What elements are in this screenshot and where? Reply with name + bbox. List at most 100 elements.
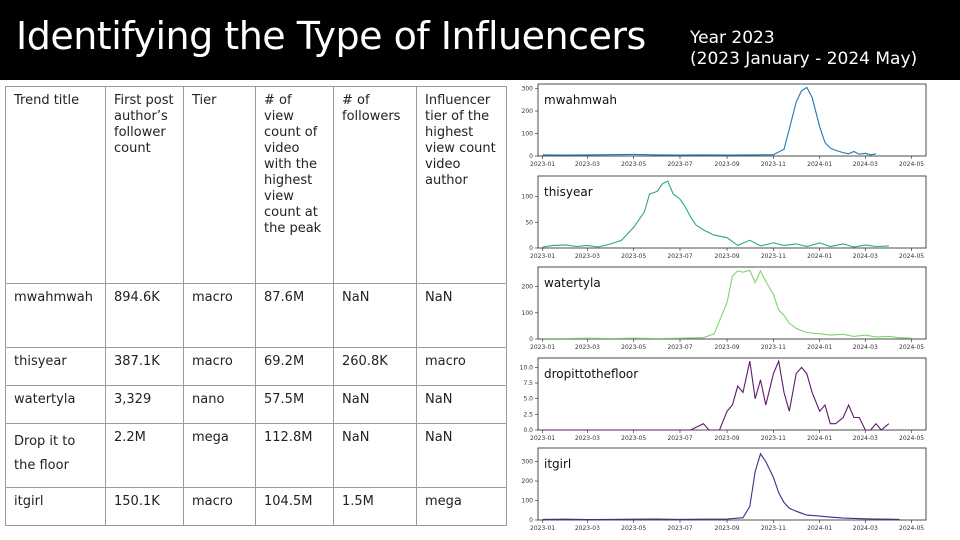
table-cell: NaN — [333, 283, 417, 348]
header-cell: # of followers — [333, 86, 417, 284]
header-cell: # of view count of video with the highes… — [255, 86, 334, 284]
x-tick-label: 2023-07 — [667, 344, 692, 351]
x-tick-label: 2023-03 — [575, 525, 600, 532]
header-cell: Tier — [183, 86, 256, 284]
x-tick-label: 2023-11 — [761, 344, 786, 351]
x-tick-label: 2023-09 — [715, 435, 740, 442]
plot-frame — [537, 447, 927, 521]
y-tick-label: 200 — [522, 284, 534, 291]
table-cell: 387.1K — [105, 347, 184, 386]
series-label: thisyear — [544, 185, 593, 199]
trend-table: Trend title First post author’s follower… — [5, 86, 507, 526]
y-tick-label: 100 — [522, 498, 534, 505]
y-tick-label: 100 — [522, 131, 534, 138]
table-cell: watertyla — [5, 385, 106, 424]
header-cell: First post author’s follower count — [105, 86, 184, 284]
x-tick-label: 2023-07 — [667, 161, 692, 168]
x-tick-label: 2024-05 — [899, 344, 924, 351]
table-cell: 894.6K — [105, 283, 184, 348]
table-cell: 260.8K — [333, 347, 417, 386]
table-row: watertyla 3,329 nano 57.5M NaN NaN — [5, 385, 507, 424]
table-cell: 150.1K — [105, 487, 184, 526]
table-cell: 112.8M — [255, 423, 334, 488]
chart-dropittothefloor: 0.0 2.5 5.0 7.5 10.0 2023-01 2023-03 2023-05 202… — [508, 354, 928, 444]
date-range-label: (2023 January - 2024 May) — [690, 49, 918, 69]
y-tick-label: 0 — [529, 153, 533, 160]
series-line — [542, 180, 889, 248]
header-banner: Identifying the Type of Influencers Year… — [0, 0, 960, 80]
table-cell: macro — [183, 283, 256, 348]
table-header-row: Trend title First post author’s follower… — [5, 86, 507, 284]
table-row: Drop it to the floor 2.2M mega 112.8M Na… — [5, 423, 507, 488]
x-tick-label: 2024-05 — [899, 253, 924, 260]
table-cell: NaN — [333, 385, 417, 424]
chart-watertyla: 0 100 200 2023-01 2023-03 2023-05 2023-07 2023-… — [508, 263, 928, 353]
chart-itgirl: 0 100 200 300 2023-01 2023-03 2023-05 2023-07 20… — [508, 444, 928, 534]
table-cell: thisyear — [5, 347, 106, 386]
x-tick-label: 2023-05 — [621, 344, 646, 351]
x-tick-label: 2023-05 — [621, 253, 646, 260]
series-line — [542, 452, 900, 521]
x-tick-label: 2024-05 — [899, 435, 924, 442]
table-row: mwahmwah 894.6K macro 87.6M NaN NaN — [5, 283, 507, 348]
y-tick-label: 100 — [522, 310, 534, 317]
plot-frame — [537, 266, 927, 340]
y-tick-label: 5.0 — [523, 396, 533, 403]
y-tick-label: 300 — [522, 86, 534, 93]
table-cell: itgirl — [5, 487, 106, 526]
table-cell: Drop it to the floor — [5, 423, 106, 488]
x-tick-label: 2023-11 — [761, 525, 786, 532]
x-tick-label: 2023-03 — [575, 344, 600, 351]
table-cell: macro — [183, 487, 256, 526]
x-tick-label: 2024-03 — [853, 344, 878, 351]
x-tick-label: 2023-01 — [530, 253, 555, 260]
chart-svg: 0 100 200 2023-01 2023-03 2023-05 2023-07 2023-… — [522, 266, 927, 351]
x-tick-label: 2023-01 — [530, 161, 555, 168]
x-tick-label: 2023-09 — [715, 253, 740, 260]
table-cell: 87.6M — [255, 283, 334, 348]
x-tick-label: 2023-07 — [667, 435, 692, 442]
x-tick-label: 2024-01 — [807, 161, 832, 168]
x-tick-label: 2023-03 — [575, 253, 600, 260]
header-cell: Trend title — [5, 86, 106, 284]
y-tick-label: 2.5 — [523, 411, 533, 418]
chart-svg: 0 100 200 300 2023-01 2023-03 2023-05 2023-07 20… — [522, 83, 927, 168]
y-tick-label: 10.0 — [520, 364, 534, 371]
table-cell: mwahmwah — [5, 283, 106, 348]
table-cell: 2.2M — [105, 423, 184, 488]
x-tick-label: 2024-03 — [853, 435, 878, 442]
x-tick-label: 2023-07 — [667, 253, 692, 260]
table-cell: NaN — [333, 423, 417, 488]
table-cell: macro — [183, 347, 256, 386]
x-tick-label: 2023-05 — [621, 525, 646, 532]
x-tick-label: 2023-05 — [621, 161, 646, 168]
y-tick-label: 100 — [522, 194, 534, 201]
y-tick-label: 50 — [525, 219, 533, 226]
table-cell: 57.5M — [255, 385, 334, 424]
x-tick-label: 2024-05 — [899, 161, 924, 168]
x-tick-label: 2024-05 — [899, 525, 924, 532]
series-line — [542, 86, 877, 156]
table-cell: NaN — [416, 423, 507, 488]
series-label: mwahmwah — [544, 93, 617, 107]
x-tick-label: 2023-07 — [667, 525, 692, 532]
plot-frame — [537, 357, 927, 431]
chart-svg: 0.0 2.5 5.0 7.5 10.0 2023-01 2023-03 2023-05 202… — [520, 357, 927, 442]
plot-frame — [537, 175, 927, 249]
plot-frame — [537, 83, 927, 157]
trend-charts: 0 100 200 300 2023-01 2023-03 2023-05 2023-07 20… — [508, 80, 928, 535]
series-label: watertyla — [544, 276, 601, 290]
x-tick-label: 2023-09 — [715, 525, 740, 532]
y-tick-label: 200 — [522, 478, 534, 485]
table-cell: 3,329 — [105, 385, 184, 424]
x-tick-label: 2023-01 — [530, 344, 555, 351]
series-label: itgirl — [544, 457, 571, 471]
y-tick-label: 7.5 — [523, 380, 533, 387]
y-tick-label: 200 — [522, 108, 534, 115]
table-row: itgirl 150.1K macro 104.5M 1.5M mega — [5, 487, 507, 526]
year-label: Year 2023 — [690, 28, 775, 48]
page-title: Identifying the Type of Influencers — [16, 14, 646, 58]
series-line — [542, 359, 890, 431]
series-line — [542, 269, 912, 340]
table-cell: 69.2M — [255, 347, 334, 386]
